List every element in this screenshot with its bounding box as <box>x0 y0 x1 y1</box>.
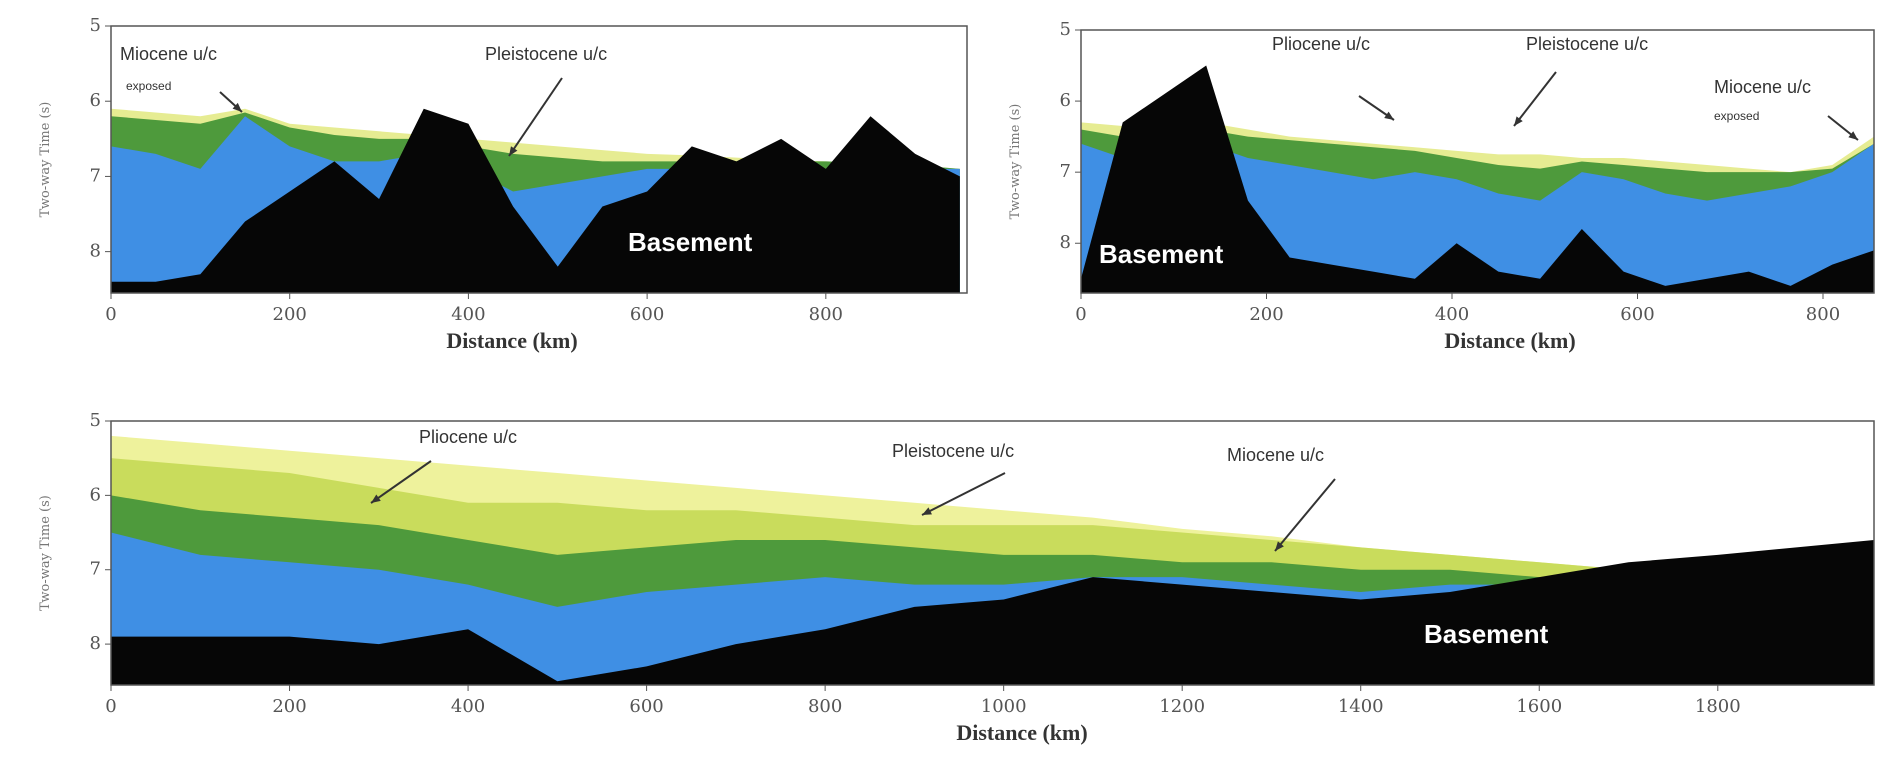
x-tick-label: 400 <box>451 304 485 325</box>
x-tick-label: 600 <box>1620 304 1654 325</box>
annotation: Basement <box>1099 239 1224 269</box>
annotation: Miocene u/c <box>1714 77 1811 97</box>
x-axis-label: Distance (km) <box>956 720 1087 745</box>
arrow-head <box>232 102 242 112</box>
arrow-head <box>1384 111 1394 120</box>
x-tick-label: 1200 <box>1159 696 1205 717</box>
annotation: Pliocene u/c <box>419 427 517 447</box>
arrow-head <box>1275 541 1284 551</box>
layer-area <box>111 108 960 293</box>
annotation: Pleistocene u/c <box>892 441 1014 461</box>
arrow-head <box>371 494 381 503</box>
x-tick-label: 1400 <box>1338 696 1384 717</box>
arrow-head <box>922 507 932 515</box>
y-tick-label: 6 <box>90 484 101 505</box>
y-tick-label: 5 <box>90 410 101 431</box>
y-tick-label: 7 <box>90 559 101 580</box>
x-tick-label: 400 <box>451 696 485 717</box>
x-tick-label: 800 <box>1806 304 1840 325</box>
annotation: Miocene u/c <box>1227 445 1324 465</box>
x-tick-label: 800 <box>808 696 842 717</box>
annotation: Basement <box>1424 619 1549 649</box>
x-axis-label: Distance (km) <box>1444 328 1575 353</box>
y-tick-label: 5 <box>1060 19 1071 40</box>
annotation-arrow <box>508 77 563 157</box>
y-axis-label: Two-way Time (s) <box>38 495 53 611</box>
y-tick-label: 7 <box>1060 161 1071 182</box>
x-tick-label: 1000 <box>981 696 1027 717</box>
arrow-head <box>509 146 518 156</box>
y-tick-label: 7 <box>90 165 101 186</box>
y-tick-label: 8 <box>1060 232 1071 253</box>
annotation-arrow <box>921 472 1006 516</box>
annotation: Pleistocene u/c <box>1526 34 1648 54</box>
annotation: Basement <box>628 227 753 257</box>
x-tick-label: 800 <box>809 304 843 325</box>
x-tick-label: 0 <box>105 304 116 325</box>
arrow-head <box>1514 116 1523 126</box>
layer-area <box>111 539 1874 685</box>
x-tick-label: 600 <box>629 696 663 717</box>
plot-frame <box>110 420 1875 686</box>
x-axis-label: Distance (km) <box>446 328 577 353</box>
x-tick-label: 200 <box>273 304 307 325</box>
layer-area <box>1081 65 1874 293</box>
annotation: exposed <box>126 79 171 93</box>
x-tick-label: 600 <box>630 304 664 325</box>
y-tick-label: 8 <box>90 241 101 262</box>
x-tick-label: 200 <box>1249 304 1283 325</box>
annotation: Pliocene u/c <box>1272 34 1370 54</box>
plot-frame <box>110 25 968 294</box>
y-tick-label: 6 <box>1060 90 1071 111</box>
y-axis-label: Two-way Time (s) <box>1008 104 1023 220</box>
x-tick-label: 1800 <box>1695 696 1741 717</box>
y-axis-label: Two-way Time (s) <box>38 102 53 218</box>
annotation-arrow <box>1274 478 1336 552</box>
plot-frame <box>1080 29 1875 294</box>
plot-area <box>111 108 960 293</box>
annotation-arrow <box>1513 71 1557 127</box>
y-tick-label: 6 <box>90 90 101 111</box>
annotation: exposed <box>1714 109 1759 123</box>
x-tick-label: 200 <box>272 696 306 717</box>
y-tick-label: 8 <box>90 633 101 654</box>
arrow-head <box>1848 131 1858 140</box>
x-tick-label: 0 <box>1075 304 1086 325</box>
x-tick-label: 0 <box>105 696 116 717</box>
annotation: Miocene u/c <box>120 44 217 64</box>
y-tick-label: 5 <box>90 15 101 36</box>
x-tick-label: 1600 <box>1516 696 1562 717</box>
annotation-arrow <box>370 460 432 504</box>
plot-area <box>1081 65 1874 293</box>
plot-area <box>111 435 1874 685</box>
x-tick-label: 400 <box>1435 304 1469 325</box>
annotation: Pleistocene u/c <box>485 44 607 64</box>
